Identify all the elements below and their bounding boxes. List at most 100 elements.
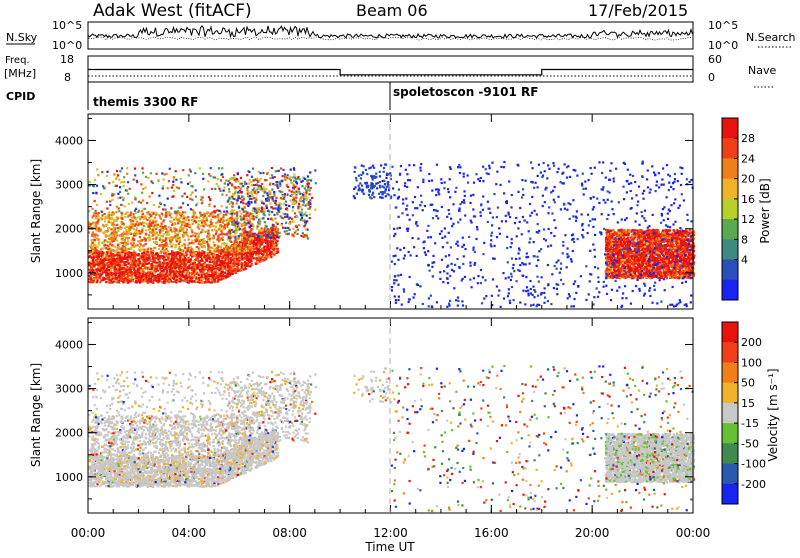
power-echo-cell (152, 220, 154, 222)
power-echo-cell (92, 231, 94, 233)
power-echo-cell (134, 271, 136, 273)
power-echo-cell (183, 218, 185, 220)
power-echo-cell (225, 264, 227, 266)
power-echo-cell (182, 263, 184, 265)
power-echo-cell (114, 246, 116, 248)
power-echo-cell (294, 216, 296, 218)
power-echo-cell (246, 246, 248, 248)
power-echo-cell (115, 272, 117, 274)
power-echo-cell (260, 236, 262, 238)
power-echo-cell (137, 268, 139, 270)
power-echo-cell (255, 263, 257, 265)
power-echo-cell (256, 234, 258, 236)
power-echo-cell (282, 213, 284, 215)
power-echo-cell (131, 273, 133, 275)
power-echo-cell (147, 282, 149, 284)
power-echo-cell (295, 191, 297, 193)
power-echo-cell (120, 272, 122, 274)
power-echo-cell (127, 259, 129, 261)
power-echo-cell (363, 165, 365, 167)
power-echo-cell (150, 278, 152, 280)
power-echo-cell (133, 228, 135, 230)
power-echo-cell (119, 235, 121, 237)
power-echo-cell (361, 165, 363, 167)
power-echo-cell (292, 189, 294, 191)
power-echo-cell (228, 275, 230, 277)
power-echo-cell (116, 250, 118, 252)
power-echo-cell (286, 184, 288, 186)
power-echo-cell (119, 250, 121, 252)
power-echo-cell (179, 278, 181, 280)
power-echo-cell (383, 186, 385, 188)
power-echo-cell (103, 279, 105, 281)
power-echo-cell (248, 235, 250, 237)
power-echo-cell (106, 230, 108, 232)
power-echo-cell (123, 231, 125, 233)
power-echo-cell (253, 215, 255, 217)
power-echo-cell (231, 221, 233, 223)
power-echo-cell (202, 278, 204, 280)
power-echo-cell (294, 212, 296, 214)
power-echo-cell (92, 222, 94, 224)
power-echo-cell (301, 185, 303, 187)
power-echo-cell (263, 203, 265, 205)
power-echo-cell (155, 253, 157, 255)
power-echo-cell (108, 235, 110, 237)
power-echo-cell (115, 278, 117, 280)
power-echo-cell (137, 264, 139, 266)
power-echo-cell (109, 243, 111, 245)
power-echo-cell (200, 264, 202, 266)
power-echo-cell (208, 245, 210, 247)
power-echo-cell (95, 212, 97, 214)
power-echo-cell (152, 231, 154, 233)
power-echo-cell (234, 271, 236, 273)
power-echo-cell (265, 225, 267, 227)
power-echo-cell (204, 215, 206, 217)
power-echo-cell (232, 235, 234, 237)
power-echo-cell (226, 233, 228, 235)
power-echo-cell (163, 250, 165, 252)
power-echo-cell (238, 250, 240, 252)
power-echo-cell (183, 260, 185, 262)
power-echo-cell (236, 202, 238, 204)
power-echo-cell (230, 270, 232, 272)
nsky-line (88, 26, 693, 43)
power-echo-cell (140, 280, 142, 282)
power-echo-cell (148, 226, 150, 228)
power-echo-cell (210, 213, 212, 215)
radar-title: Adak West (fitACF) (93, 1, 252, 21)
power-echo-cell (130, 226, 132, 228)
power-echo-cell (168, 226, 170, 228)
power-echo-cell (298, 187, 300, 189)
power-echo-cell (305, 212, 307, 214)
power-echo-cell (143, 218, 145, 220)
power-echo-cell (204, 261, 206, 263)
power-echo-cell (168, 280, 170, 282)
power-echo-cell (179, 270, 181, 272)
power-echo-cell (99, 277, 101, 279)
power-echo-cell (135, 212, 137, 214)
power-echo-cell (142, 256, 144, 258)
power-echo-cell (179, 259, 181, 261)
power-echo-cell (179, 239, 181, 241)
power-echo-cell (116, 239, 118, 241)
power-echo-cell (108, 281, 110, 283)
power-echo-cell (136, 227, 138, 229)
power-echo-cell (116, 264, 118, 266)
power-echo-cell (360, 177, 362, 179)
power-echo-cell (165, 259, 167, 261)
power-echo-cell (275, 222, 277, 224)
power-echo-cell (368, 167, 370, 169)
power-echo-cell (152, 250, 154, 252)
power-echo-cell (237, 247, 239, 249)
power-echo-cell (188, 266, 190, 268)
power-echo-cell (256, 215, 258, 217)
power-echo-cell (205, 217, 207, 219)
power-echo-cell (258, 209, 260, 211)
power-echo-cell (130, 252, 132, 254)
power-echo-cell (172, 277, 174, 279)
power-echo-cell (123, 247, 125, 249)
power-echo-cell (308, 202, 310, 204)
power-echo-cell (113, 235, 115, 237)
